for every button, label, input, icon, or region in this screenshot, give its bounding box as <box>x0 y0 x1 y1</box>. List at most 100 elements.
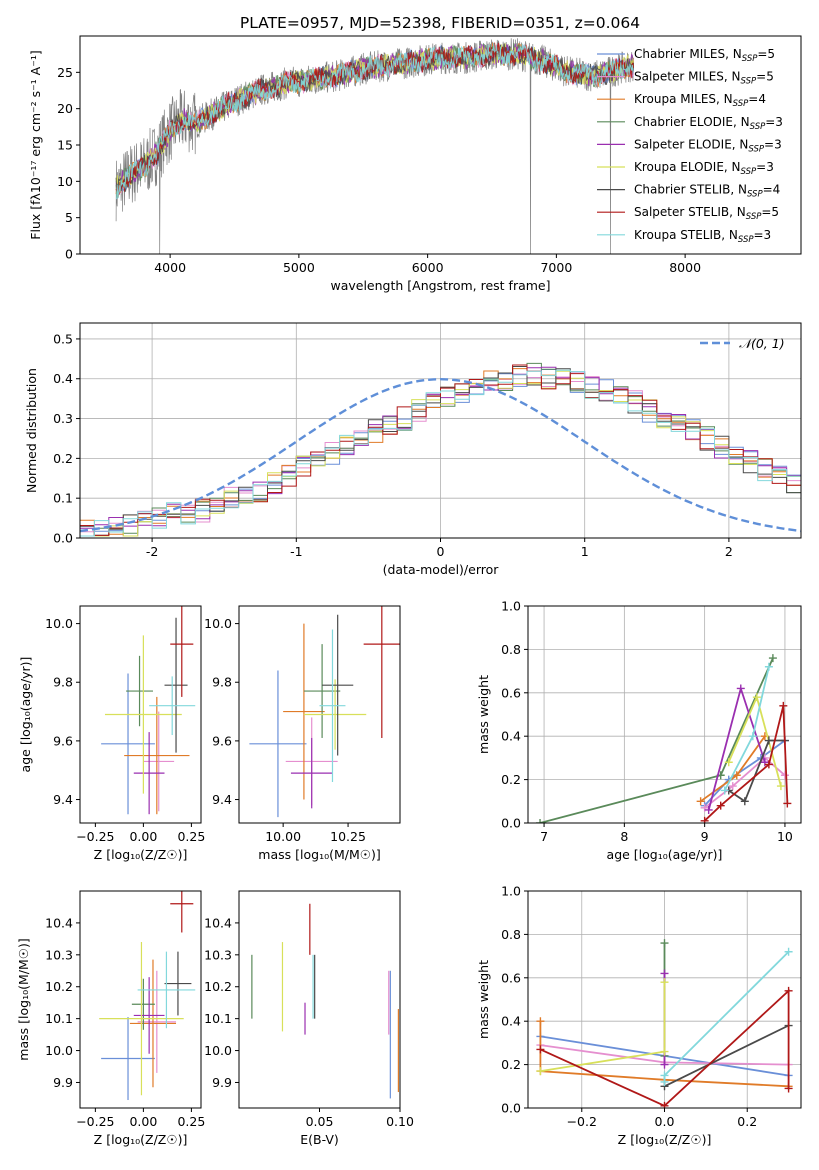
legend-subscript: SSP <box>733 99 749 109</box>
series-marker <box>536 819 545 823</box>
y-tick-label: 9.9 <box>53 1075 73 1090</box>
series-marker <box>660 939 669 948</box>
x-tick-label: 9 <box>701 829 709 844</box>
series-marker <box>760 758 769 767</box>
series-marker <box>660 1071 669 1080</box>
x-tick-label: 6000 <box>412 260 444 275</box>
series-marker <box>536 1017 545 1026</box>
data-point <box>104 635 182 794</box>
axes-frame <box>79 890 202 1109</box>
data-point <box>164 617 188 753</box>
series-marker <box>784 986 793 995</box>
y-tick-label: 0.0 <box>501 816 521 831</box>
data-point <box>290 737 333 809</box>
series-marker <box>784 1084 793 1093</box>
x-tick-label: 1 <box>581 544 589 559</box>
plot-area <box>251 903 399 1099</box>
chart-weight-vs-age: 7 8 9 10 0.0 0.2 0.4 0.6 0.8 1.0 age [log₁₀(age/yr… <box>476 599 802 862</box>
y-tick-label: 9.9 <box>212 1075 232 1090</box>
data-point <box>363 606 400 738</box>
axes-frame <box>79 605 202 824</box>
legend-suffix: =3 <box>756 160 774 174</box>
legend-subscript: SSP <box>750 122 766 132</box>
series-marker <box>740 797 749 806</box>
y-tick-label: 0.4 <box>501 729 521 744</box>
legend-entry: Kroupa MILES, NSSP=4 <box>634 92 766 109</box>
x-tick-label: 5000 <box>283 260 315 275</box>
series-marker <box>716 801 725 810</box>
legend-entry: Chabrier STELIB, NSSP=4 <box>634 183 780 200</box>
legend-subscript: SSP <box>741 167 757 177</box>
series-line <box>728 739 785 803</box>
x-tick-label: 0.10 <box>386 1114 414 1129</box>
chart-age-vs-mass: 10.00 10.25 9.4 9.6 9.8 10.0 mass [log₁₀(M/M☉)… <box>204 605 401 862</box>
series-marker <box>764 736 773 745</box>
legend-entry: Kroupa ELODIE, NSSP=3 <box>634 160 774 177</box>
data-point <box>129 959 177 1088</box>
data-point <box>99 942 184 1096</box>
series-marker <box>779 701 788 710</box>
plot-area <box>101 606 196 815</box>
chart-residuals: -2 -1 0 1 2 0.0 0.1 0.2 0.3 0.4 0.5 (data-model)/er… <box>24 322 802 577</box>
series-marker <box>536 1067 545 1076</box>
y-tick-label: 0.8 <box>501 927 521 942</box>
x-tick-label: -2 <box>146 544 158 559</box>
series-marker <box>728 782 737 791</box>
legend-suffix: =4 <box>748 92 766 106</box>
plot-area <box>99 891 196 1101</box>
y-tick-label: 0.0 <box>501 1101 521 1116</box>
x-axis-label: (data-model)/error <box>383 562 500 577</box>
legend-label: Chabrier STELIB, N <box>634 183 747 197</box>
y-tick-label: 5 <box>65 210 73 225</box>
data-point <box>319 629 346 782</box>
legend-suffix: =4 <box>763 183 781 197</box>
y-tick-label: 0.8 <box>501 642 521 657</box>
data-point <box>124 696 190 815</box>
y-tick-label: 10.4 <box>204 915 232 930</box>
x-tick-label: 2 <box>725 544 733 559</box>
x-tick-label: -1 <box>290 544 302 559</box>
x-tick-label: 7000 <box>540 260 572 275</box>
axes-frame <box>238 605 401 824</box>
series-marker <box>720 786 729 795</box>
y-tick-label: 9.8 <box>53 675 73 690</box>
y-tick-label: 10.2 <box>204 979 232 994</box>
series-marker <box>768 654 777 663</box>
legend-label: Chabrier ELODIE, N <box>634 115 750 129</box>
legend-entry: Kroupa STELIB, NSSP=3 <box>634 228 771 245</box>
data-point <box>170 891 194 933</box>
series-marker <box>783 799 792 808</box>
legend: 𝒩(0, 1) <box>700 336 785 351</box>
x-axis-label: mass [log₁₀(M/M☉)] <box>258 847 380 862</box>
axes-frame <box>527 605 802 824</box>
data-point <box>322 614 354 756</box>
y-tick-label: 15 <box>57 138 73 153</box>
chart-weight-vs-Z: −0.2 0.0 0.2 0.0 0.2 0.4 0.6 0.8 1.0 Z [log₁₀(Z/Z… <box>476 884 802 1147</box>
y-tick-label: 9.4 <box>212 792 232 807</box>
data-point <box>249 670 307 818</box>
legend-suffix: =5 <box>761 205 779 219</box>
legend-suffix: =3 <box>765 115 783 129</box>
data-point <box>137 951 196 1029</box>
figure-title: PLATE=0957, MJD=52398, FIBERID=0351, z=0… <box>240 14 640 32</box>
plot-area <box>249 606 400 818</box>
x-tick-label: 8000 <box>669 260 701 275</box>
series-marker <box>660 1047 669 1056</box>
chart-mass-vs-EBV: 0.05 0.10 9.9 10.0 10.1 10.2 10.3 10.4 E(B-V) <box>204 890 414 1147</box>
y-axis-label: mass weight <box>476 675 491 754</box>
y-tick-label: 0.3 <box>53 411 73 426</box>
normal-curve-line <box>80 377 801 533</box>
legend-suffix: =5 <box>756 70 774 84</box>
y-tick-label: 0 <box>65 247 73 262</box>
data-point <box>101 1017 155 1101</box>
y-tick-label: 0.6 <box>501 685 521 700</box>
legend-subscript: SSP <box>747 190 763 200</box>
y-tick-label: 10.0 <box>45 1043 73 1058</box>
y-tick-label: 1.0 <box>501 884 521 899</box>
series-marker <box>536 1045 545 1054</box>
legend-suffix: =3 <box>764 137 782 151</box>
x-tick-label: −0.25 <box>76 1114 114 1129</box>
series-marker <box>780 771 789 780</box>
y-tick-label: 1.0 <box>501 599 521 614</box>
x-tick-label: 0 <box>437 544 445 559</box>
